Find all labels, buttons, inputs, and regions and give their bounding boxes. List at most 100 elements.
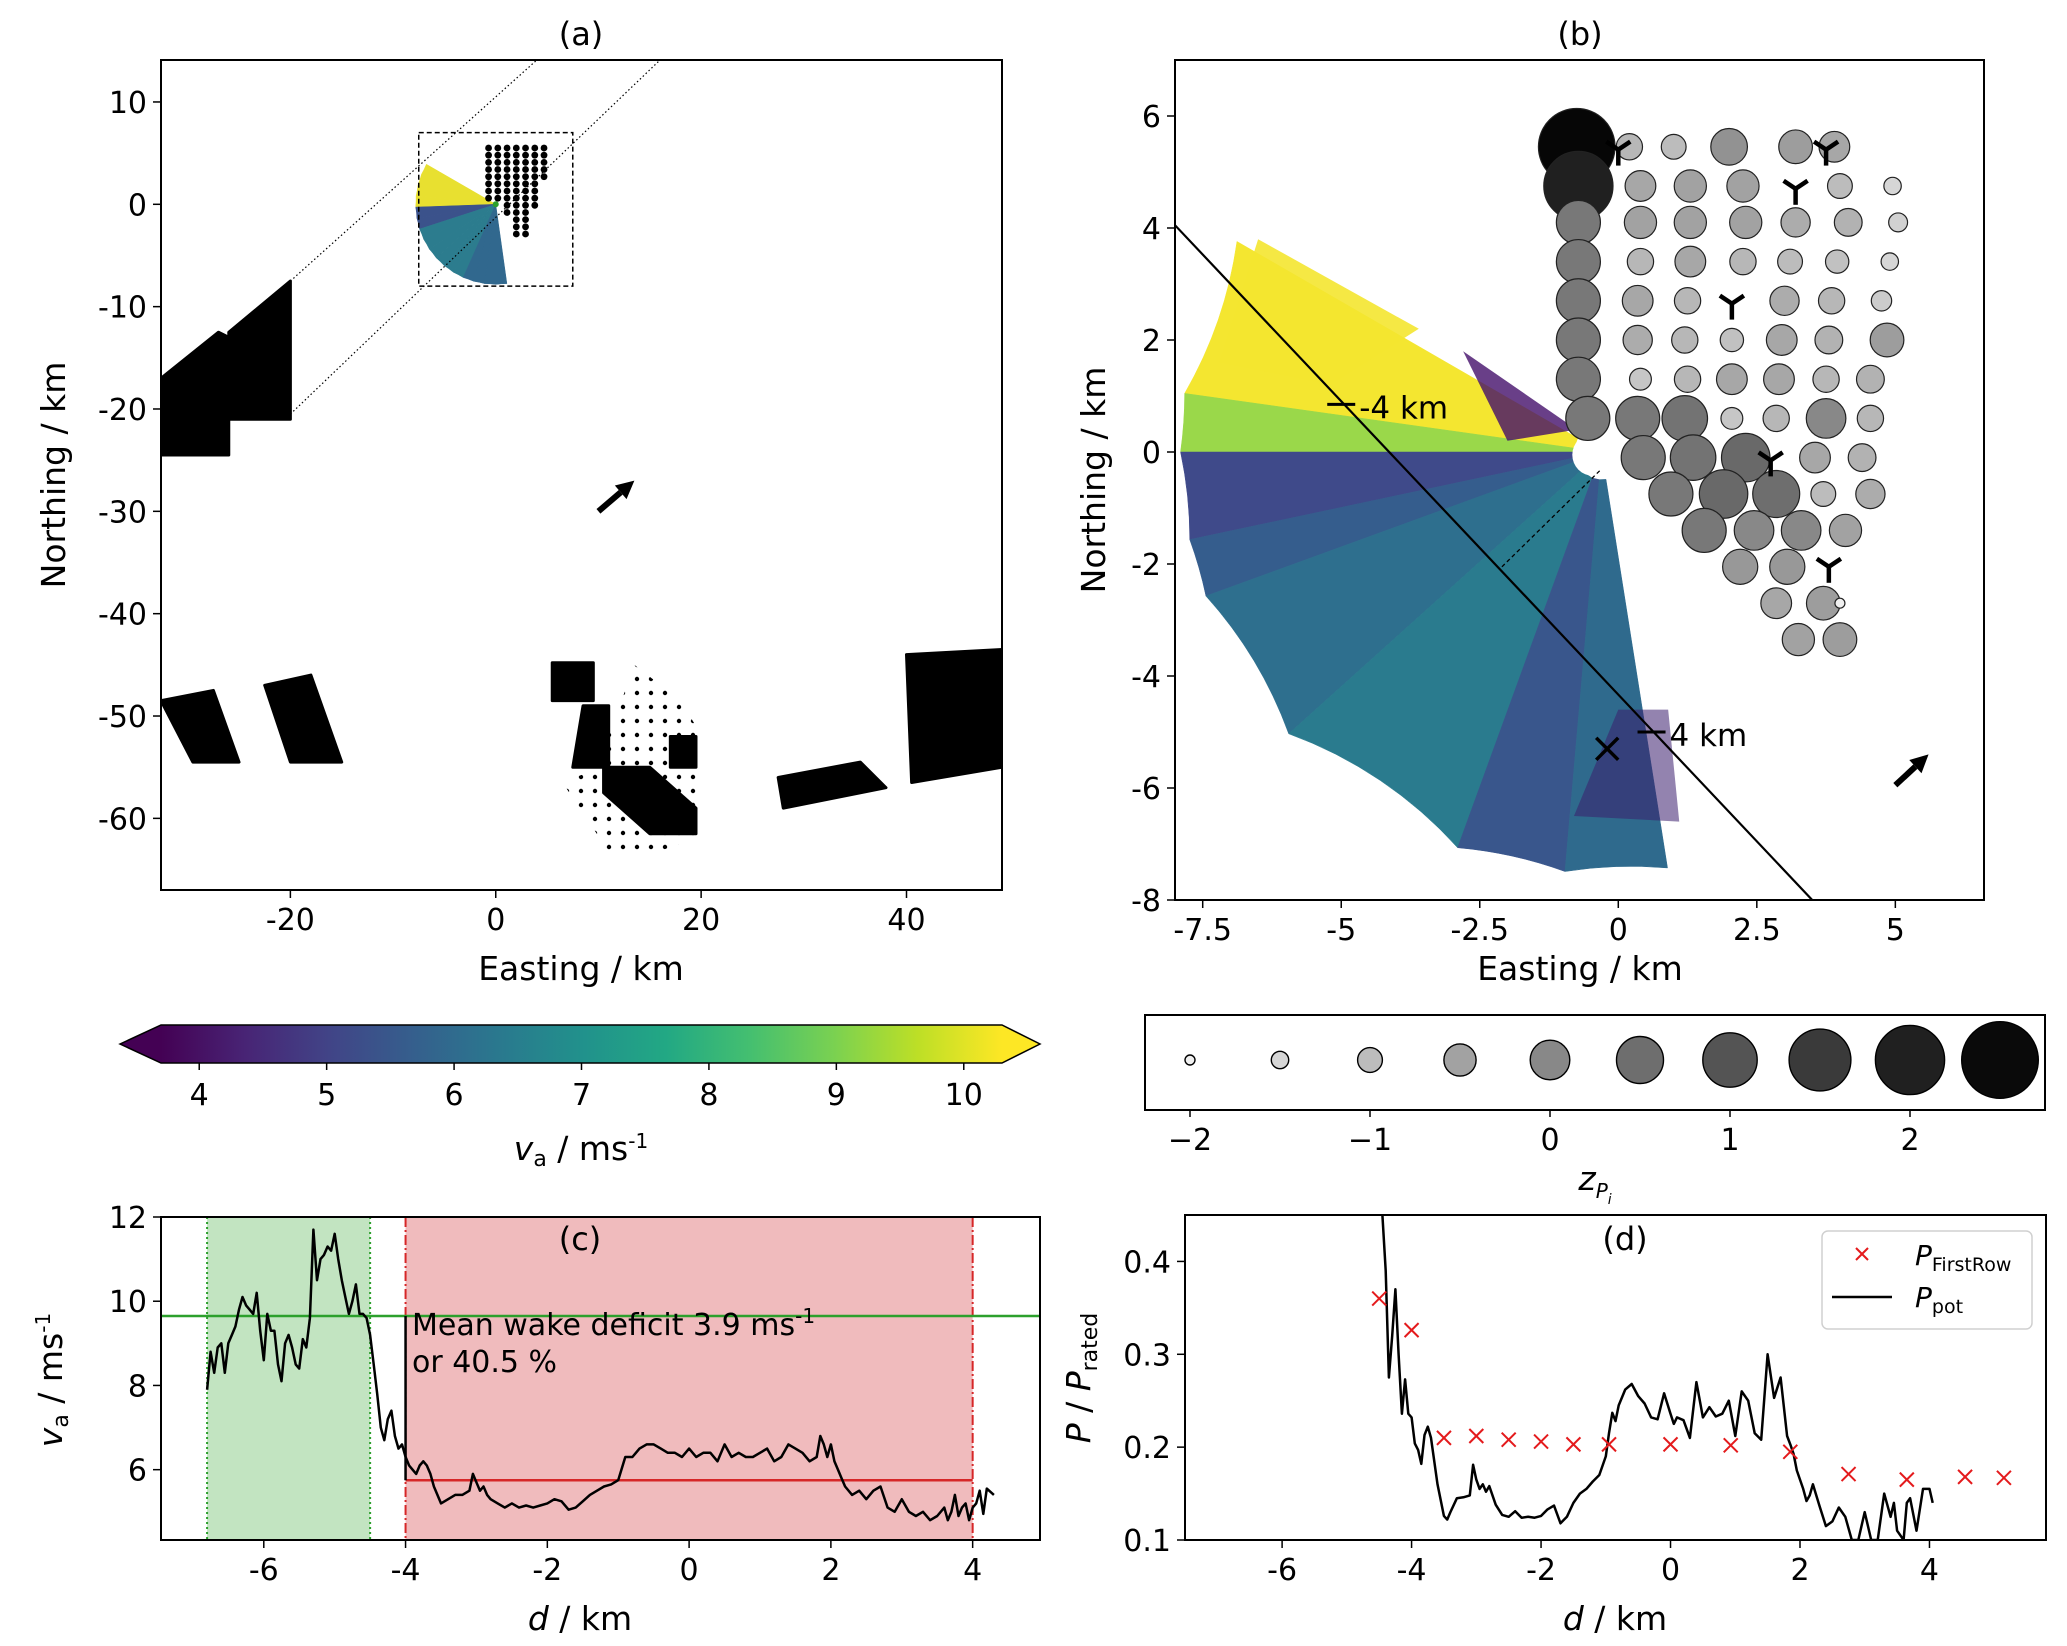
wind-farm-pentagon (263, 673, 344, 764)
y-arm (1769, 450, 1784, 463)
high-speed-patch (1219, 239, 1419, 385)
turbine-dot (522, 230, 529, 238)
turbine-marker (1760, 587, 1793, 620)
panel-a-x-label: Easting / km (478, 949, 684, 988)
turbine-dot (522, 166, 529, 173)
x-tick-label: 4 (1920, 1553, 1939, 1588)
panel-b-x-axis: -7.5 -5 -2.5 0 2.5 5 (1173, 900, 1905, 948)
turbine-marker (1620, 434, 1666, 481)
turbine-marker (1729, 247, 1757, 276)
panel-d-chart: (d) PFirstRow Ppot -6 -4 -2 0 2 4 0.10.20.30.… (1059, 1214, 2047, 1638)
p-firstrow-marker (1468, 1428, 1485, 1444)
y-tick-label: -4 (1131, 660, 1161, 695)
turbine-dot (503, 166, 511, 173)
y-tick-label: 0 (128, 188, 147, 223)
panel-a-plot-area (161, 60, 1002, 860)
size-legend-axis: −2 −1 0 1 2 (1168, 1110, 1920, 1158)
turbine-marker (1726, 169, 1760, 203)
panel-c-x-axis: -6 -4 -2 0 2 4 (249, 1540, 982, 1588)
y-tick-label: -40 (98, 598, 147, 633)
x-tick-label: 0 (1661, 1553, 1680, 1588)
turbine-dot (485, 194, 492, 202)
colorbar-high-extend (1002, 1025, 1040, 1063)
panel-c-y-axis: 6 8 10 12 (109, 1201, 161, 1489)
x-tick-label: 0 (680, 1553, 699, 1588)
x-tick-label: 0 (486, 903, 505, 938)
turbine-marker (1673, 365, 1702, 393)
colorbar-axis: 4 5 6 7 8 9 10 (190, 1063, 983, 1113)
y-tick-label: 2 (1142, 324, 1161, 359)
marker-stroke (1403, 1322, 1420, 1338)
turbine-dot (512, 194, 520, 202)
p-firstrow-marker (1533, 1433, 1549, 1450)
turbine-marker (1822, 622, 1858, 658)
p-firstrow-marker (1957, 1469, 1973, 1485)
turbine-dot (512, 230, 520, 238)
turbine-dot (522, 194, 529, 202)
p-firstrow-marker (1601, 1436, 1617, 1453)
size-legend-marker (1960, 1021, 2039, 1100)
arrow-shaft (1893, 764, 1918, 788)
turbine-dot (512, 187, 520, 195)
y-arm (1794, 178, 1809, 191)
turbine-dot (522, 223, 529, 231)
x-tick-label: -6 (249, 1553, 279, 1588)
y-arm (1605, 139, 1620, 152)
y-tick-label: 0.2 (1123, 1431, 1171, 1466)
colorbar-tick-label: 8 (699, 1078, 718, 1113)
panel-b-frame (1174, 59, 1985, 901)
p-firstrow-marker (1500, 1432, 1517, 1448)
panel-a-frame (160, 59, 1003, 891)
y-tick-label: -50 (98, 700, 147, 735)
turbine-marker (1648, 471, 1694, 517)
wake-region (405, 1217, 973, 1540)
x-tick-label: 0 (1609, 913, 1628, 948)
turbine-dot (531, 158, 539, 166)
turbine-marker (1729, 205, 1763, 240)
colorbar-tick-label: 5 (317, 1078, 336, 1113)
turbine-size-legend: −2 −1 0 1 2 zPi (1144, 1014, 2046, 1208)
turbine-marker (1799, 441, 1831, 474)
turbine-dot (503, 158, 511, 166)
transect-label: -4 km (1359, 390, 1448, 426)
turbine-marker (1752, 469, 1801, 519)
p-firstrow-marker (1662, 1436, 1679, 1453)
panel-d-frame (1184, 1214, 2047, 1541)
y-tick-label: 12 (109, 1201, 147, 1236)
turbine-dot (522, 209, 529, 216)
missing-turbine-icon (1605, 139, 1632, 166)
turbine-dot (512, 201, 520, 209)
turbine-dot (540, 166, 548, 173)
x-tick-label: 5 (1886, 913, 1905, 948)
turbine-marker (1855, 478, 1886, 510)
turbine-dot (512, 151, 520, 159)
panel-a-y-axis: 10 0 -10 -20 -30 -40 -50 -60 (98, 86, 161, 837)
size-legend-label: zPi (1577, 1159, 1611, 1208)
panel-d-legend: PFirstRow Ppot (1821, 1230, 2033, 1330)
free-stream-region (207, 1217, 371, 1540)
turbine-dot (512, 158, 520, 166)
y-tick-label: 10 (109, 86, 147, 121)
turbine-marker (1870, 290, 1893, 312)
size-legend-marker (1356, 1046, 1384, 1074)
transect-label: 4 km (1670, 718, 1748, 754)
turbine-marker (1555, 199, 1602, 246)
x-tick-label: -2.5 (1450, 913, 1509, 948)
p-firstrow-marker (1371, 1290, 1387, 1307)
wake-deficit-annotation-line2: or 40.5 % (412, 1345, 557, 1380)
turbine-marker (1661, 395, 1709, 442)
turbine-dot (503, 173, 511, 181)
wind-farm-pentagon (776, 760, 888, 810)
legend-pot-label: Ppot (1915, 1281, 1963, 1318)
wind-farm-triangle (227, 279, 292, 421)
missing-turbine-icon (1718, 293, 1746, 320)
legend-firstrow-label: PFirstRow (1915, 1239, 2011, 1276)
colorbar-label: va / ms-1 (514, 1129, 648, 1172)
size-legend-marker (1270, 1050, 1290, 1070)
turbine-marker (1778, 129, 1814, 165)
turbine-marker (1810, 481, 1837, 508)
arrow-head (1909, 754, 1929, 774)
turbine-marker (1780, 510, 1822, 551)
size-legend-marker (1615, 1035, 1665, 1085)
turbine-marker (1624, 170, 1657, 202)
